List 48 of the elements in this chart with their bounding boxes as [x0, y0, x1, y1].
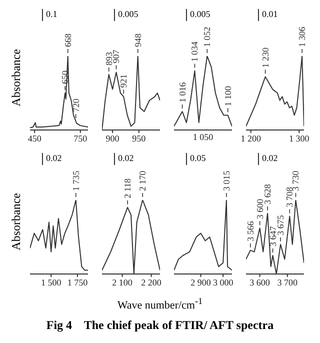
x-tick-label: 950 — [132, 133, 146, 144]
x-tick-label: 3 600 — [250, 277, 270, 288]
annotation: 720 — [70, 98, 81, 112]
x-tick-label: 3 000 — [212, 277, 234, 288]
x-tick-label: 1 100 — [222, 85, 233, 106]
annotation: 893 — [104, 52, 114, 66]
x-tick-label: 2 200 — [141, 277, 162, 288]
annotation: 668 — [62, 33, 73, 47]
text: 0.02 — [46, 153, 62, 163]
annotation: 3 600 — [254, 198, 265, 220]
text: Fig 4 The chief peak of FTIR/ AFT spectra — [45, 318, 275, 333]
text: 0.02 — [262, 153, 278, 163]
annotation: 2 170 — [138, 170, 148, 191]
text: 0.05 — [190, 153, 206, 163]
text: 0.1 — [46, 9, 58, 19]
annotation: 2 118 — [122, 178, 133, 198]
annotation: 948 — [132, 33, 143, 47]
annotation: 1 306 — [297, 26, 308, 47]
annotation: 907 — [111, 49, 122, 64]
x-tick-label: 2 100 — [112, 277, 133, 288]
y-axis-title: Absorbance — [8, 193, 24, 251]
text: 1 050 — [192, 132, 214, 142]
x-tick-label: 1 016 — [177, 82, 188, 102]
annotation: 3 675 — [276, 214, 286, 236]
y-axis-title: Absorbance — [8, 49, 24, 107]
x-tick-label: 750 — [74, 133, 88, 144]
annotation: 1 735 — [70, 170, 81, 191]
text: 0.02 — [118, 153, 134, 163]
x-tick-label: 450 — [28, 133, 42, 144]
x-tick-label: 1 300 — [289, 133, 310, 144]
annotation: 3 647 — [268, 226, 278, 246]
x-tick-label: 3 700 — [277, 277, 298, 288]
x-tick-label: 1 750 — [67, 277, 88, 288]
text: 0.005 — [118, 9, 138, 19]
x-tick-label: 1 500 — [40, 277, 62, 288]
annotation: 3 015 — [221, 170, 232, 191]
x-tick-label: 1 034 — [190, 41, 200, 62]
x-tick-label: 1 052 — [202, 26, 212, 47]
text: 0.005 — [190, 9, 210, 19]
text: 0.01 — [262, 9, 278, 19]
annotation: 3 566 — [245, 220, 256, 242]
annotation: 921 — [118, 74, 129, 88]
annotation: 3 628 — [262, 184, 273, 204]
x-tick-label: 2 900 — [190, 277, 212, 288]
annotation: 1 230 — [260, 46, 270, 68]
x-tick-label: 1 200 — [240, 133, 262, 144]
text: Wave number/cm$^{-1}$ — [116, 296, 204, 312]
x-tick-label: 900 — [106, 133, 120, 144]
